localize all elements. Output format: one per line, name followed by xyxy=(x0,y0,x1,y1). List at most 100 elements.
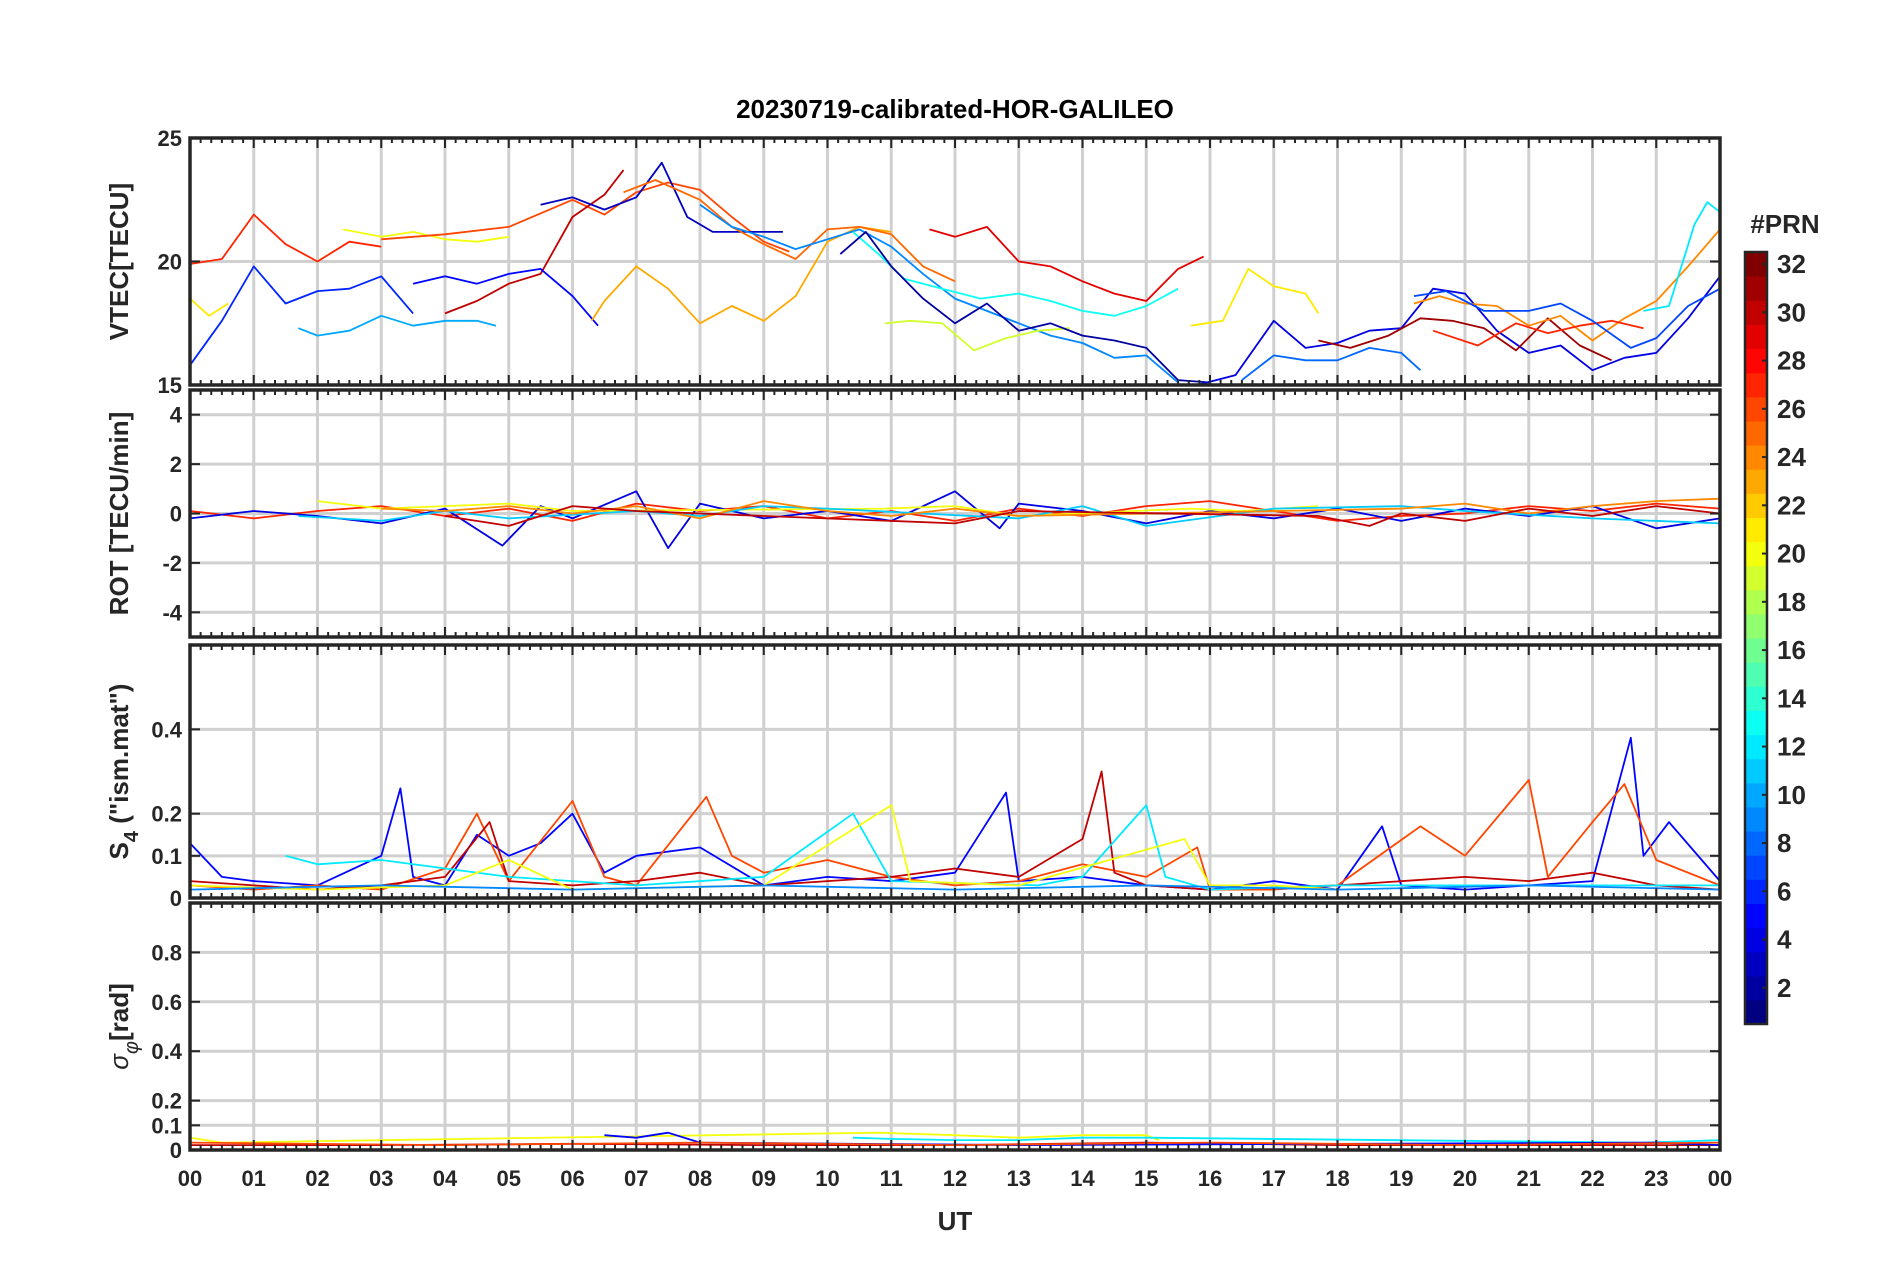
series-prn-25 xyxy=(623,179,956,283)
x-tick-label: 11 xyxy=(880,1166,903,1191)
colorbar-segment xyxy=(1745,927,1767,953)
series-group xyxy=(190,736,1720,891)
series-prn-30 xyxy=(190,770,1720,891)
y-tick-label: 0.8 xyxy=(151,940,182,965)
colorbar-segment xyxy=(1745,517,1767,543)
y-tick-label: 2 xyxy=(170,452,182,477)
y-axis-label: VTEC[TECU] xyxy=(104,183,134,340)
x-tick-label: 22 xyxy=(1580,1166,1604,1191)
y-tick-label: 0.2 xyxy=(151,802,182,827)
y-tick-label: 0.1 xyxy=(151,844,182,869)
series-prn-9 xyxy=(699,203,1179,384)
x-tick-label: 05 xyxy=(497,1166,521,1191)
chart-title: 20230719-calibrated-HOR-GALILEO xyxy=(736,94,1174,124)
x-tick-label: 08 xyxy=(688,1166,712,1191)
colorbar-segment xyxy=(1745,758,1767,784)
colorbar-tick-label: 8 xyxy=(1777,828,1791,858)
colorbar-segment xyxy=(1745,999,1767,1025)
y-tick-label: 0.2 xyxy=(151,1089,182,1114)
colorbar-segment xyxy=(1745,469,1767,494)
colorbar-segment xyxy=(1745,782,1767,808)
x-tick-label: 00 xyxy=(1708,1166,1732,1191)
colorbar-segment xyxy=(1745,831,1767,856)
y-axis-label: ROT [TECU/min] xyxy=(104,412,134,616)
colorbar-tick-label: 22 xyxy=(1777,490,1806,520)
x-tick-label: 21 xyxy=(1517,1166,1541,1191)
colorbar-tick-label: 14 xyxy=(1777,683,1806,713)
colorbar-tick-label: 20 xyxy=(1777,539,1806,569)
series-prn-5 xyxy=(412,268,599,327)
series-prn-20 xyxy=(190,804,1338,891)
y-tick-label: -4 xyxy=(162,600,182,625)
colorbar-tick-label: 4 xyxy=(1777,925,1792,955)
colorbar-tick-label: 10 xyxy=(1777,780,1806,810)
colorbar-segment xyxy=(1745,541,1767,567)
series-prn-29 xyxy=(929,226,1204,302)
colorbar-segment xyxy=(1745,638,1767,663)
colorbar-segment xyxy=(1745,710,1767,736)
series-prn-30 xyxy=(444,169,625,315)
colorbar-segment xyxy=(1745,396,1767,422)
x-tick-label: 04 xyxy=(433,1166,458,1191)
series-prn-10 xyxy=(298,314,497,337)
panel-vtec: 15 20 25 VTEC[TECU] xyxy=(104,126,1722,398)
series-prn-26 xyxy=(190,779,1720,891)
y-tick-label: 20 xyxy=(158,250,182,275)
colorbar-segment xyxy=(1745,686,1767,711)
colorbar-tick-label: 24 xyxy=(1777,442,1806,472)
colorbar-segment xyxy=(1745,493,1767,518)
colorbar-segment xyxy=(1745,324,1767,350)
series-prn-27 xyxy=(190,213,382,265)
y-tick-label: 0 xyxy=(170,886,182,911)
series-prn-20 xyxy=(190,1131,1160,1144)
x-tick-label: 16 xyxy=(1198,1166,1222,1191)
x-tick-label: 12 xyxy=(943,1166,967,1191)
series-group xyxy=(190,161,1720,385)
x-tick-label: 17 xyxy=(1262,1166,1286,1191)
y-tick-label: -2 xyxy=(162,551,182,576)
series-prn-19 xyxy=(884,319,1070,352)
colorbar-label: #PRN xyxy=(1750,209,1819,239)
colorbar-segment xyxy=(1745,951,1767,977)
x-tick-label: 15 xyxy=(1134,1166,1158,1191)
colorbar-segment xyxy=(1745,565,1767,591)
colorbar-tick-label: 16 xyxy=(1777,635,1806,665)
colorbar-segment xyxy=(1745,879,1767,904)
series-group xyxy=(190,490,1720,549)
x-tick-label: 02 xyxy=(305,1166,329,1191)
colorbar-tick-label: 18 xyxy=(1777,587,1806,617)
x-tick-label: 13 xyxy=(1007,1166,1031,1191)
series-prn-7 xyxy=(1413,287,1720,349)
series-prn-30 xyxy=(444,505,1720,527)
series-prn-21 xyxy=(1190,268,1320,327)
panel-frame xyxy=(188,901,1722,1152)
x-tick-label: 10 xyxy=(815,1166,839,1191)
y-tick-label: 0.6 xyxy=(151,990,182,1015)
x-tick-label: 01 xyxy=(242,1166,266,1191)
colorbar-segment xyxy=(1745,975,1767,1001)
colorbar-segment xyxy=(1745,445,1767,470)
x-tick-label: 14 xyxy=(1070,1166,1095,1191)
series-prn-21 xyxy=(190,297,229,317)
y-tick-label: 4 xyxy=(170,403,183,428)
colorbar-segment xyxy=(1745,734,1767,760)
colorbar-segment xyxy=(1745,372,1767,398)
y-tick-label: 25 xyxy=(158,126,182,151)
x-tick-label: 06 xyxy=(560,1166,584,1191)
colorbar-tick-label: 26 xyxy=(1777,394,1806,424)
colorbar-segment xyxy=(1745,420,1767,446)
colorbar-segment xyxy=(1745,300,1767,325)
series-prn-24 xyxy=(1413,228,1720,342)
series-prn-26 xyxy=(381,181,790,253)
y-tick-label: 0.4 xyxy=(151,717,182,742)
colorbar-segment xyxy=(1745,662,1767,687)
panel-sigma_phi: 00.10.2 0.4 0.6 0.8 σφ[rad] xyxy=(104,901,1722,1163)
x-axis-label: UT xyxy=(938,1206,973,1236)
colorbar-tick-label: 2 xyxy=(1777,973,1791,1003)
series-prn-4 xyxy=(1197,275,1720,385)
y-tick-label: 15 xyxy=(158,373,182,398)
panel-s4: 0 0.1 0.2 0.4 S4 ("ism.mat") xyxy=(104,643,1722,911)
